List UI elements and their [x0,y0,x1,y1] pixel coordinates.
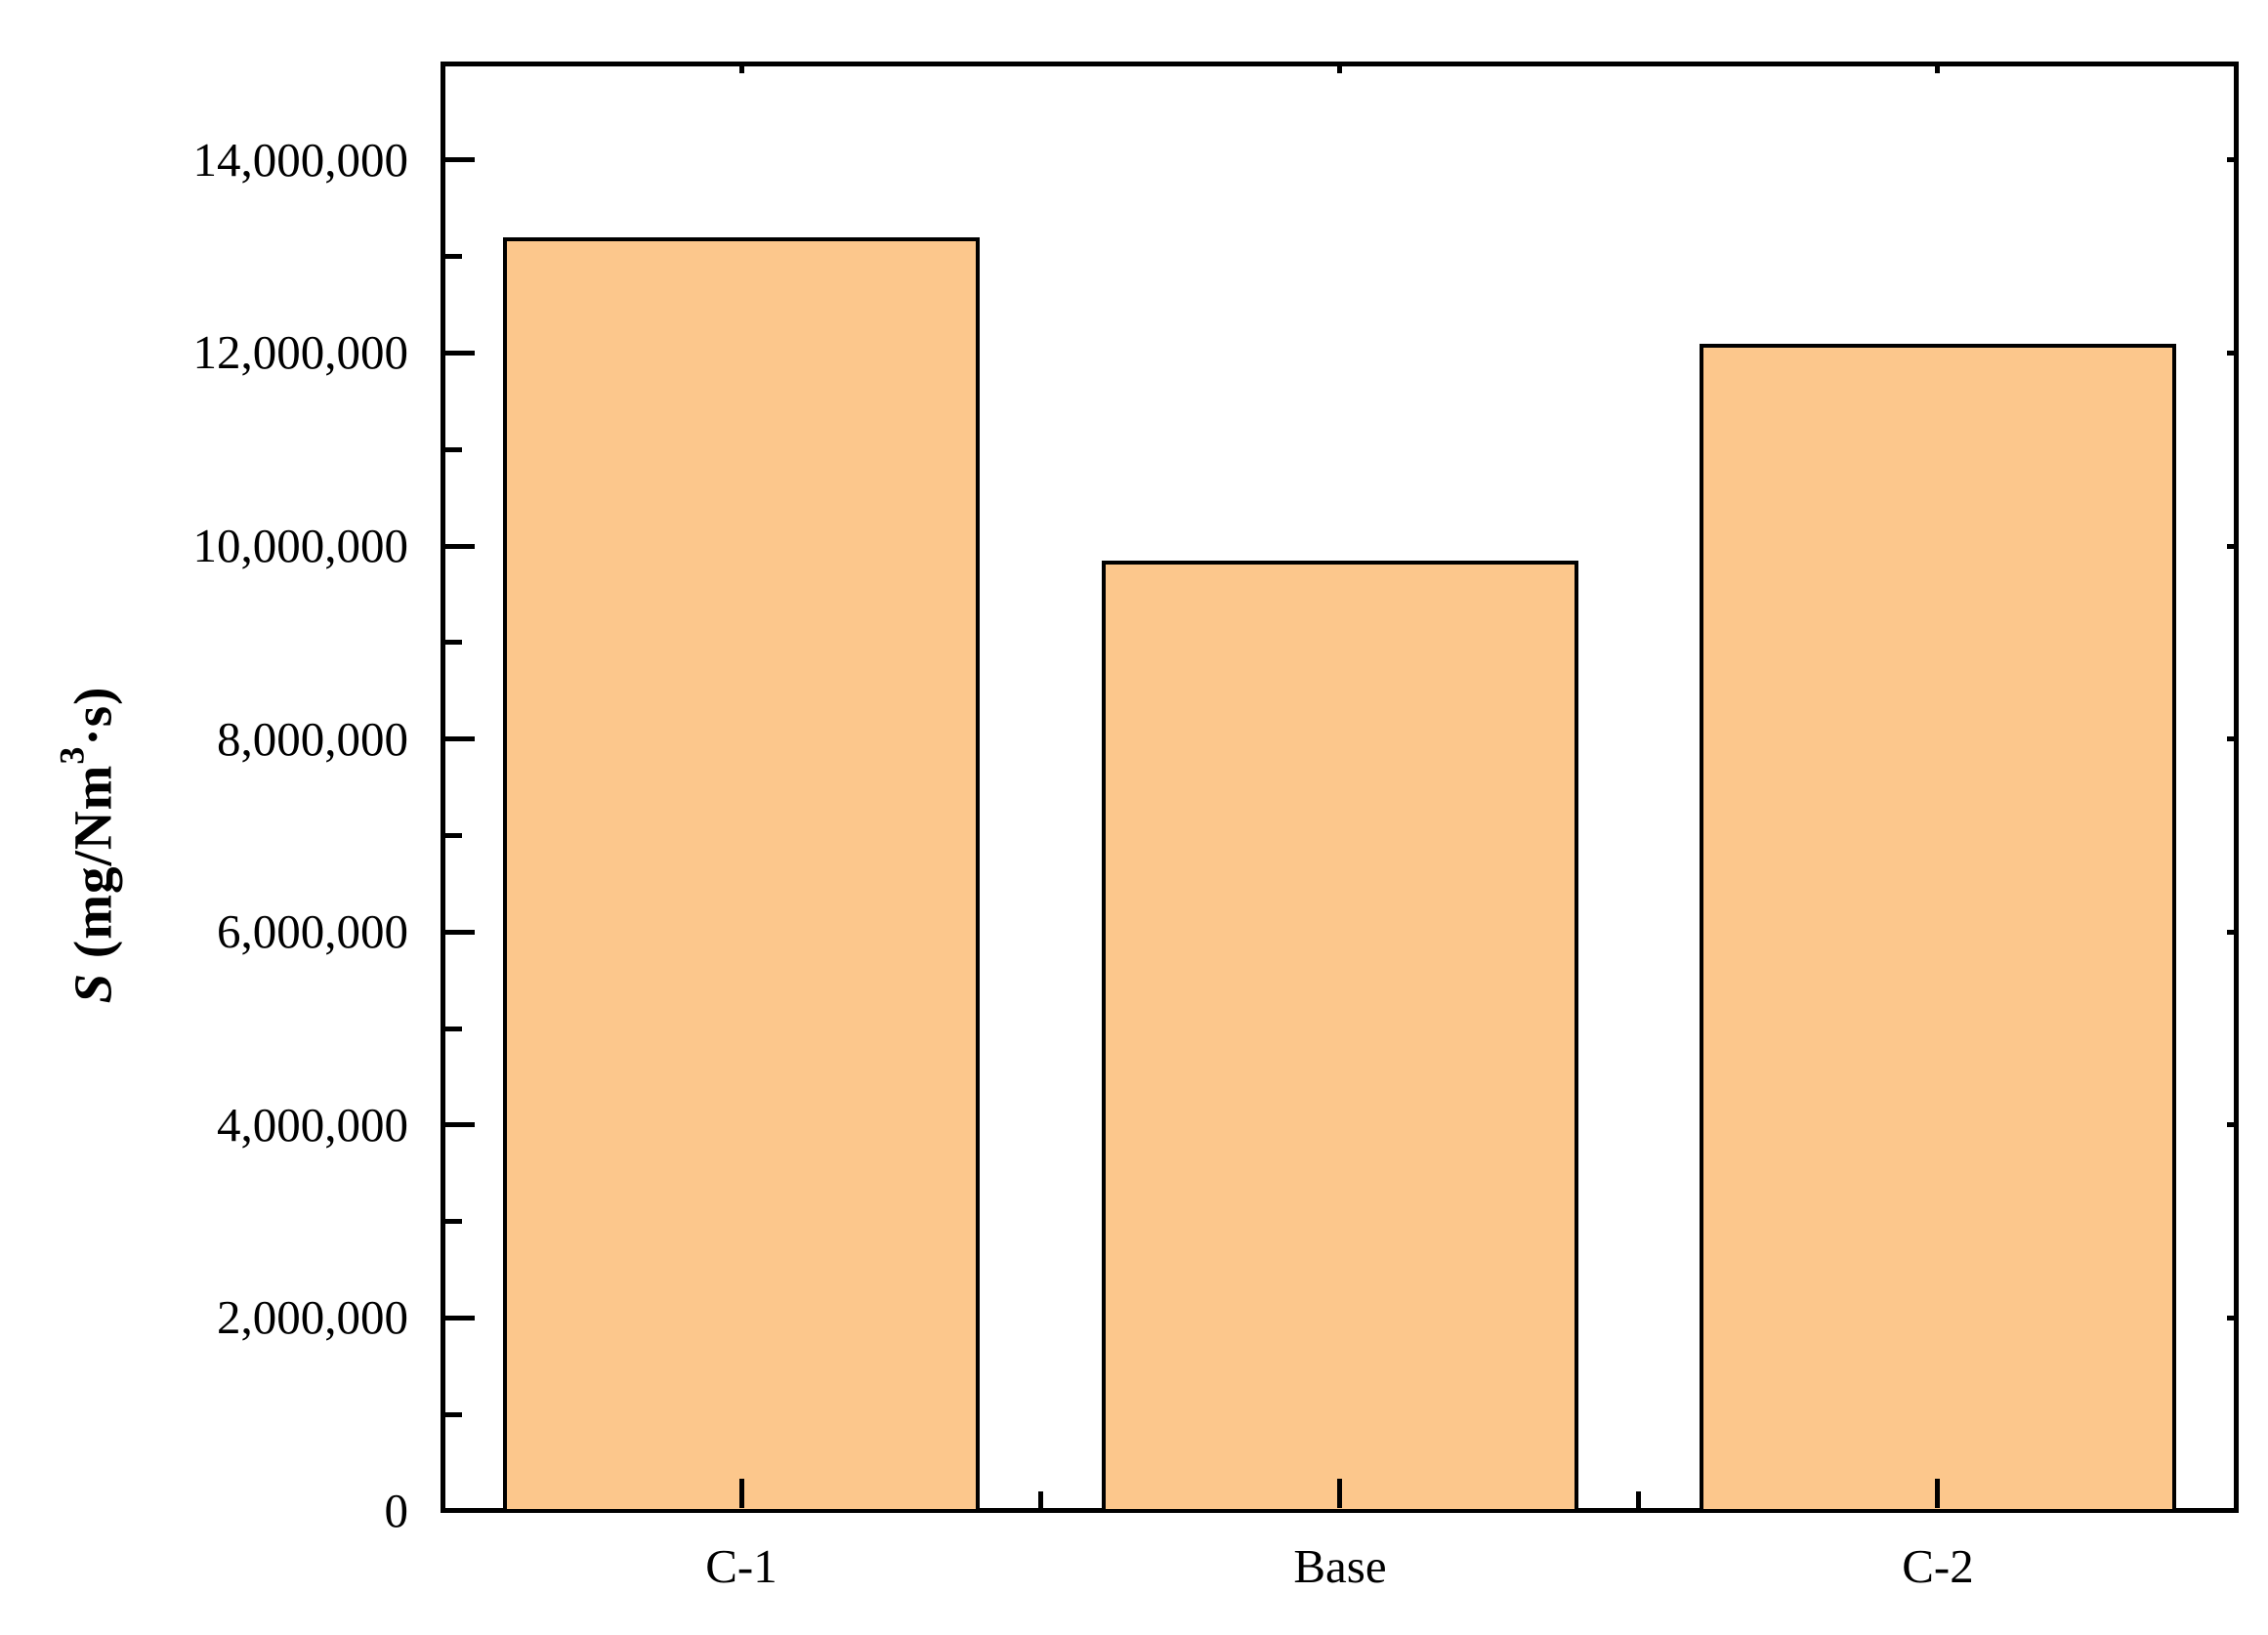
x-top-tick [739,66,744,73]
y-tick-label: 8,000,000 [217,712,408,766]
y-major-tick [445,1122,475,1127]
x-minor-tick [1636,1491,1641,1508]
x-category-label: C-2 [1902,1539,1974,1593]
y-tick-label: 6,000,000 [217,904,408,958]
y-minor-tick [445,1412,462,1417]
y-major-tick [445,157,475,162]
y-minor-tick [445,640,462,645]
y-right-tick [2227,1122,2234,1127]
y-right-tick [2227,157,2234,162]
y-minor-tick [445,1219,462,1224]
y-minor-tick [445,254,462,259]
y-right-tick [2227,351,2234,356]
y-major-tick [445,736,475,741]
y-major-tick [445,544,475,549]
y-right-tick [2227,1316,2234,1321]
y-tick-label: 2,000,000 [217,1290,408,1344]
x-major-tick [1935,1479,1940,1508]
y-right-tick [2227,930,2234,935]
x-top-tick [1935,66,1940,73]
y-minor-tick [445,833,462,838]
x-major-tick [1337,1479,1342,1508]
y-tick-label: 12,000,000 [192,325,409,379]
bar-c-1 [503,237,980,1513]
x-major-tick [739,1479,744,1508]
y-major-tick [445,930,475,935]
y-major-tick [445,1316,475,1321]
x-top-tick [1337,66,1342,73]
bar-base [1102,561,1578,1513]
y-right-tick [2227,736,2234,741]
y-right-tick [2227,544,2234,549]
y-tick-label: 10,000,000 [192,519,409,572]
bar-c-2 [1700,344,2176,1513]
y-tick-label: 0 [384,1484,409,1537]
x-category-label: C-1 [705,1539,777,1593]
y-minor-tick [445,447,462,452]
y-major-tick [445,351,475,356]
y-axis-title-variable: S [63,972,123,1004]
x-minor-tick [1038,1491,1043,1508]
x-category-label: Base [1293,1539,1387,1593]
y-minor-tick [445,1027,462,1031]
y-tick-label: 14,000,000 [192,133,409,187]
y-tick-label: 4,000,000 [217,1098,408,1152]
